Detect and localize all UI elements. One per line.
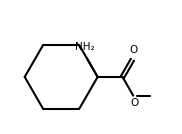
Text: NH₂: NH₂	[75, 42, 95, 53]
Text: O: O	[129, 45, 137, 55]
Text: O: O	[130, 98, 138, 108]
